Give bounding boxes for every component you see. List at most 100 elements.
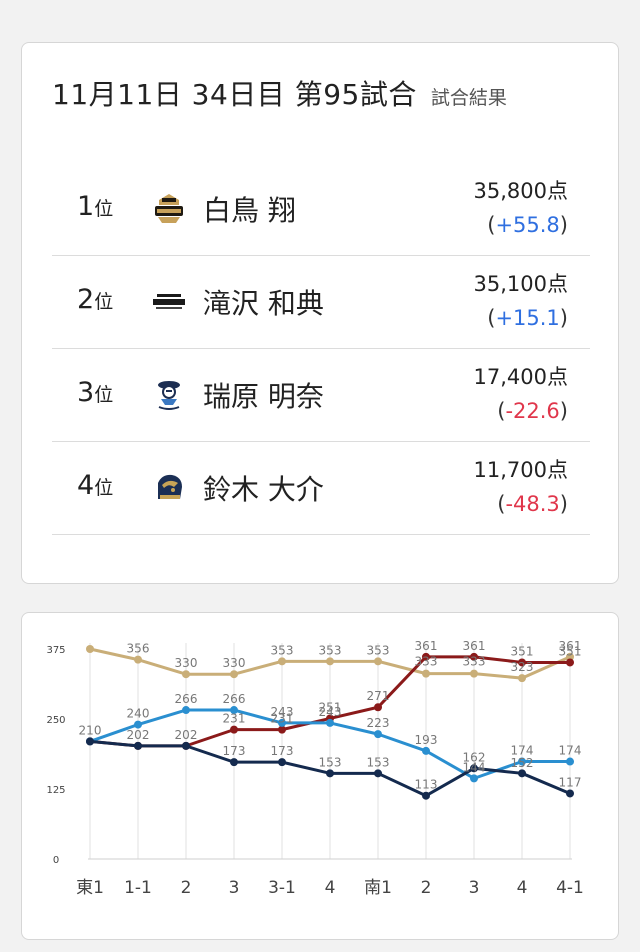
data-point [230, 725, 238, 734]
data-label: 173 [271, 744, 294, 758]
y-tick-label: 250 [46, 715, 65, 726]
data-point [134, 655, 142, 664]
data-label: 173 [223, 744, 246, 758]
x-tick-label: 南1 [364, 878, 392, 898]
y-tick-label: 125 [46, 785, 65, 796]
data-label: 243 [271, 705, 294, 719]
data-label: 251 [319, 700, 342, 714]
score-line-chart: 0 125 250 375 東1 1-1 2 3 3-1 4 南1 2 3 4 4-1 356 330 330 35… [46, 639, 584, 898]
data-label: 266 [223, 692, 246, 706]
data-point [86, 737, 94, 746]
x-tick-label: 3 [229, 878, 240, 898]
data-label: 193 [415, 733, 438, 747]
data-point [230, 758, 238, 767]
data-point [278, 758, 286, 767]
result-row: 4位 鈴木 大介 11,700点 (-48.3) [52, 442, 590, 535]
data-point [230, 706, 238, 715]
y-tick-label: 0 [53, 855, 59, 866]
data-point [422, 652, 430, 661]
data-point [470, 764, 478, 773]
player-name: 瑞原 明奈 [203, 380, 324, 413]
delta-value: -48.3 [505, 492, 560, 516]
data-point [566, 652, 574, 661]
delta-value: -22.6 [505, 399, 560, 423]
data-point [518, 769, 526, 778]
data-point [326, 718, 334, 727]
data-point [278, 657, 286, 666]
data-point [374, 657, 382, 666]
team-logo-pirates [158, 381, 180, 410]
data-label: 361 [463, 639, 486, 653]
x-tick-label: 4 [325, 878, 336, 898]
title-row: 11月11日 34日目 第95試合 試合結果 [52, 73, 507, 113]
data-label: 152 [511, 756, 534, 770]
data-label: 353 [271, 643, 294, 657]
data-point [278, 718, 286, 727]
data-label: 153 [367, 755, 390, 769]
player-name: 滝沢 和典 [203, 287, 324, 320]
data-label: 333 [463, 655, 486, 669]
data-point [326, 769, 334, 778]
rank-number: 2 [77, 284, 95, 315]
player-name: 鈴木 大介 [203, 473, 324, 506]
rank-suffix: 位 [94, 291, 114, 313]
data-label: 202 [175, 728, 198, 742]
rank-number: 1 [77, 191, 95, 222]
data-label: 330 [175, 656, 198, 670]
team-logo-konami [153, 294, 185, 309]
data-point [278, 725, 286, 734]
score-column: 35,800点 (+55.8) [474, 175, 568, 237]
data-label: 174 [559, 744, 582, 758]
points: 35,100点 [473, 272, 568, 296]
data-point [182, 741, 190, 750]
data-point [470, 652, 478, 661]
x-tick-label: 1-1 [124, 878, 152, 898]
score-column: 11,700点 (-48.3) [474, 454, 568, 516]
y-tick-label: 375 [46, 645, 65, 656]
x-tick-label: 3-1 [268, 878, 296, 898]
x-tick-label: 4-1 [556, 878, 584, 898]
score-column: 35,100点 (+15.1) [474, 268, 568, 330]
data-label: 174 [511, 744, 534, 758]
rank-suffix: 位 [94, 384, 114, 406]
data-point [518, 674, 526, 683]
data-point [422, 791, 430, 800]
data-label: 330 [223, 656, 246, 670]
result-row: 2位 滝沢 和典 35,100点 (+15.1) [52, 256, 590, 349]
rank: 4位 [77, 470, 113, 501]
result-list: 1位 白鳥 翔 35,800点 (+55.8) 2位 [52, 163, 590, 535]
points: 11,700点 [473, 458, 568, 482]
team-logo-beast [158, 474, 182, 499]
data-point [518, 658, 526, 667]
data-label: 356 [127, 642, 150, 656]
data-point [422, 669, 430, 678]
x-tick-label: 2 [421, 878, 432, 898]
rank: 3位 [77, 377, 113, 408]
rank-suffix: 位 [94, 477, 114, 499]
delta-value: +15.1 [495, 306, 560, 330]
data-label: 323 [511, 660, 534, 674]
data-label: 266 [175, 692, 198, 706]
data-point [230, 670, 238, 679]
match-subtitle: 試合結果 [430, 87, 507, 109]
x-tick-label: 4 [517, 878, 528, 898]
delta-value: +55.8 [495, 213, 560, 237]
player-name: 白鳥 翔 [203, 194, 296, 227]
data-point [374, 769, 382, 778]
data-label: 333 [415, 655, 438, 669]
rank: 1位 [77, 191, 113, 222]
points: 17,400点 [473, 365, 568, 389]
point-delta: (+55.8) [487, 213, 568, 237]
data-label: 351 [511, 644, 534, 658]
data-label: 231 [271, 712, 294, 726]
data-label: 231 [223, 712, 246, 726]
data-point [566, 789, 574, 798]
data-point [182, 670, 190, 679]
data-point [86, 645, 94, 653]
data-point [470, 774, 478, 783]
data-label: 353 [319, 643, 342, 657]
x-tick-label: 2 [181, 878, 192, 898]
data-point [470, 669, 478, 678]
rank-number: 3 [77, 377, 95, 408]
match-title: 11月11日 34日目 第95試合 [52, 78, 417, 111]
